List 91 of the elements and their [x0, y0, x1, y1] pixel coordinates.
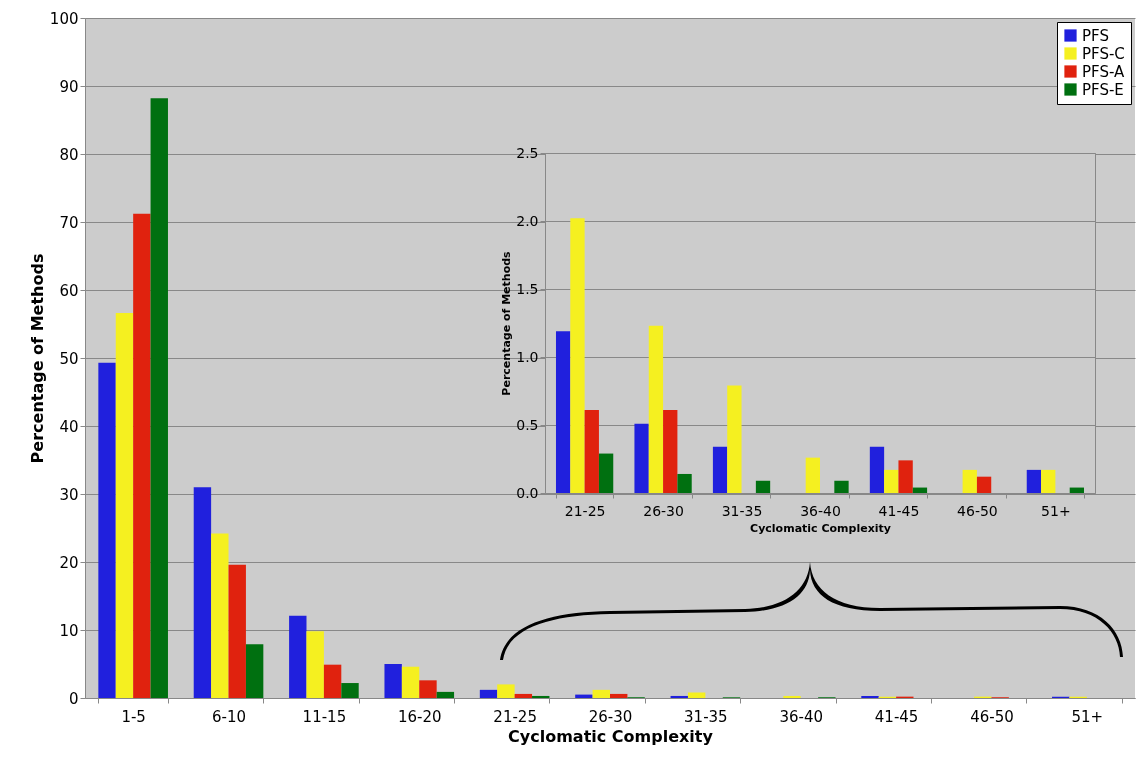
bar	[497, 684, 515, 698]
bar	[384, 664, 402, 698]
y-tick-label: 2.5	[516, 144, 539, 161]
x-tick-label: 21-25	[493, 707, 537, 726]
bar	[834, 480, 849, 493]
bar	[555, 331, 571, 493]
bar	[755, 480, 771, 493]
bar	[584, 410, 599, 493]
legend-label: PFS-A	[1082, 62, 1126, 81]
bar	[514, 693, 533, 698]
bar	[532, 695, 550, 698]
bar	[976, 476, 992, 493]
bar	[115, 313, 134, 698]
x-axis-title: Cyclomatic Complexity	[508, 726, 714, 746]
y-tick-label: 90	[59, 77, 79, 96]
bar	[805, 457, 820, 493]
y-tick-label: 0	[68, 689, 79, 708]
bar	[570, 218, 585, 493]
y-tick-label: 0.5	[516, 416, 539, 433]
bar	[634, 423, 649, 493]
bar	[592, 689, 610, 698]
legend-label: PFS	[1082, 26, 1109, 45]
bar	[419, 680, 437, 698]
bar	[962, 469, 977, 493]
bar	[677, 473, 692, 493]
bar	[648, 325, 664, 493]
bar	[98, 362, 116, 698]
y-tick-label: 1.5	[516, 280, 539, 297]
bar	[869, 446, 885, 493]
x-tick-label: 46-50	[957, 502, 998, 519]
bar	[1026, 469, 1042, 493]
x-tick-label: 51+	[1041, 502, 1071, 519]
bar	[670, 695, 688, 698]
x-tick-label: 31-35	[721, 502, 763, 519]
x-tick-label: 31-35	[684, 707, 728, 726]
x-tick-label: 26-30	[588, 707, 633, 726]
y-tick-label: 70	[59, 213, 79, 232]
bar	[306, 631, 324, 698]
bar	[1069, 487, 1085, 493]
bar	[912, 487, 928, 493]
bar	[663, 410, 678, 493]
bar	[245, 644, 264, 698]
bar	[727, 385, 742, 493]
y-tick-label: 30	[59, 485, 79, 504]
bar	[610, 693, 628, 698]
bar	[323, 664, 342, 698]
bar	[289, 615, 307, 698]
x-tick-label: 1-5	[121, 707, 146, 726]
bar	[436, 691, 455, 698]
bar	[150, 98, 168, 698]
bar	[783, 695, 801, 698]
y-tick-label: 40	[59, 417, 79, 436]
bar	[884, 469, 899, 493]
y-tick-label: 2.0	[516, 212, 539, 229]
legend-label: PFS-C	[1082, 44, 1125, 63]
y-tick-label: 80	[59, 145, 79, 164]
x-tick-label: 21-25	[564, 502, 606, 519]
bar	[598, 453, 614, 493]
x-tick-label: 41-45	[874, 707, 919, 726]
x-tick-label: 46-50	[970, 707, 1014, 726]
bar	[193, 487, 212, 698]
y-tick-label: 1.0	[516, 348, 539, 365]
y-tick-label: 0.0	[516, 484, 539, 501]
y-tick-label: 20	[59, 553, 79, 572]
y-tick-label: 50	[59, 349, 79, 368]
x-tick-label: 41-45	[878, 502, 920, 519]
bar	[401, 666, 420, 698]
bar	[898, 460, 913, 493]
x-tick-label: 26-30	[643, 502, 684, 519]
y-axis-title: Percentage of Methods	[500, 250, 514, 396]
x-tick-label: 11-15	[302, 707, 347, 726]
x-tick-label: 36-40	[779, 707, 824, 726]
bar	[341, 683, 359, 698]
x-tick-label: 16-20	[397, 707, 442, 726]
bar	[1041, 469, 1056, 493]
bar	[479, 689, 498, 698]
y-tick-label: 60	[59, 281, 79, 300]
x-tick-label: 6-10	[212, 707, 247, 726]
bar	[211, 533, 229, 698]
bar	[861, 695, 879, 698]
bar	[228, 564, 246, 698]
y-axis-title: Percentage of Methods	[27, 253, 47, 464]
x-tick-label: 36-40	[800, 502, 841, 519]
bar	[575, 694, 593, 698]
y-tick-label: 10	[59, 621, 79, 640]
legend-label: PFS-E	[1082, 80, 1124, 99]
bar	[712, 446, 728, 493]
x-axis-title: Cyclomatic Complexity	[750, 521, 891, 535]
bar	[133, 213, 151, 698]
y-tick-label: 100	[49, 9, 79, 28]
x-tick-label: 51+	[1071, 707, 1104, 726]
